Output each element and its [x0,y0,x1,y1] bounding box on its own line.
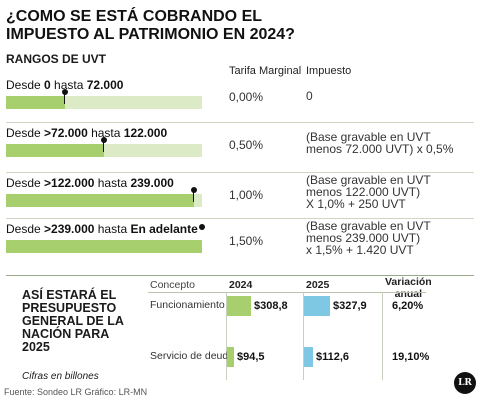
row-to: En adelante [130,222,198,236]
row-divider-3 [6,218,474,219]
rate-value-3: 1,50% [229,234,264,248]
range-fill-1 [6,144,104,157]
bar-label-2024-1: $94,5 [237,351,265,363]
source-note: Fuente: Sondeo LR Gráfico: LR-MN [4,387,148,397]
row-from: 0 [44,78,51,92]
concept-label-0: Funcionamiento [150,299,225,311]
row-prefix: Desde [6,126,45,140]
chart-title: ¿COMO SE ESTÁ COBRANDO EL IMPUESTO AL PA… [6,8,295,43]
row-from: >122.000 [44,176,95,190]
bar-2025-0 [304,296,330,316]
row-label-1: Desde >72.000 hasta 122.000 [6,126,167,140]
row-mid: hasta [87,126,124,140]
range-marker-0 [62,89,68,95]
variation-value-0: 6,20% [392,300,424,312]
divider [6,275,474,276]
row-mid: hasta [94,176,131,190]
budget-header-rule [148,292,426,293]
row-label-0: Desde 0 hasta 72.000 [6,78,123,92]
range-track-1 [6,144,202,157]
bar-2025-1 [304,347,313,367]
range-marker-1 [101,137,107,143]
budget-title: ASÍ ESTARÁ EL PRESUPUESTO GENERAL DE LA … [22,288,124,354]
column-header-tax: Impuesto [306,65,352,77]
column-header-2024: 2024 [229,279,253,291]
row-divider-2 [6,172,474,173]
bar-label-2025-0: $327,9 [333,300,367,312]
tax-formula-0: 0 [306,90,313,102]
lr-logo: LR [454,372,476,394]
tax-formula-line: menos 239.000 UVT) [306,231,421,245]
row-to: 72.000 [86,78,124,92]
row-label-2: Desde >122.000 hasta 239.000 [6,176,174,190]
tax-formula-line: X 1,0% + 250 UVT [306,197,406,211]
concept-label-1: Servicio de deuda [150,350,235,362]
row-mid: hasta [94,222,131,236]
bar-2024-1 [227,347,234,367]
range-fill-2 [6,194,194,207]
section-title: RANGOS DE UVT [6,52,107,66]
rate-value-1: 0,50% [229,138,264,152]
tax-formula-2: (Base gravable en UVT menos 122.000 UVT) X… [306,174,431,210]
row-from: >72.000 [44,126,88,140]
column-header-rate: Tarifa Marginal [229,65,302,77]
tax-formula-line: (Base gravable en UVT [306,219,431,233]
range-stem-1 [103,140,104,152]
range-fill-3 [6,240,202,253]
tax-formula-line: x 1,5% + 1.420 UVT [306,243,414,257]
range-fill-0 [6,96,65,109]
tax-formula-1: (Base gravable en UVT menos 72.000 UVT) x… [306,131,453,155]
tax-formula-line: (Base gravable en UVT [306,130,431,144]
variation-header-line1: Variación [385,276,432,288]
tax-formula-line: menos 72.000 UVT) x 0,5% [306,142,454,156]
row-to: 239.000 [130,176,174,190]
budget-subtitle: Cifras en billones [22,371,99,382]
row-to: 122.000 [123,126,168,140]
row-mid: hasta [50,78,87,92]
tax-formula-line: menos 122.000 UVT) [306,185,421,199]
variation-header-line2: anual [394,288,423,300]
column-header-2025: 2025 [306,279,330,291]
bar-label-2025-1: $112,6 [316,351,350,363]
tax-formula-line: (Base gravable en UVT [306,173,431,187]
variation-value-1: 19,10% [392,351,430,363]
rate-value-2: 1,00% [229,188,264,202]
range-stem-0 [64,92,65,104]
range-track-2 [6,194,202,207]
row-from: >239.000 [44,222,95,236]
row-prefix: Desde [6,222,45,236]
row-prefix: Desde [6,176,45,190]
range-marker-2 [191,187,197,193]
row-prefix: Desde [6,78,45,92]
rate-value-0: 0,00% [229,90,264,104]
row-label-3: Desde >239.000 hasta En adelante [6,222,198,236]
range-track-0 [6,96,202,109]
tax-formula-line: 0 [306,89,313,103]
bar-label-2024-0: $308,8 [254,300,288,312]
axis-2025 [303,292,304,380]
range-track-3 [6,240,202,253]
column-header-concept: Concepto [150,279,195,291]
range-stem-2 [193,190,194,202]
range-marker-3 [199,224,205,230]
column-header-variation: Variación anual [385,276,432,300]
axis-variation [382,292,383,380]
bar-2024-0 [227,296,251,316]
row-divider-1 [6,122,474,123]
tax-formula-3: (Base gravable en UVT menos 239.000 UVT) x… [306,220,431,256]
axis-2024 [226,292,227,380]
